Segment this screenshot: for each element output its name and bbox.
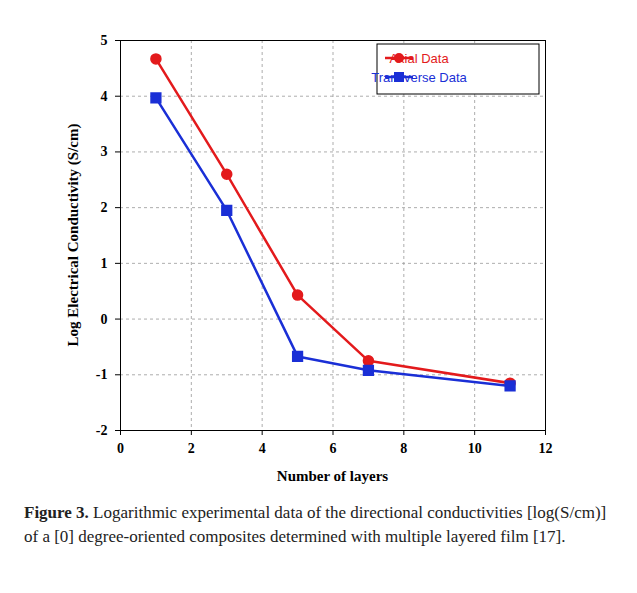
svg-text:Number of layers: Number of layers (277, 468, 389, 484)
svg-text:5: 5 (101, 33, 108, 48)
svg-text:2: 2 (101, 200, 108, 215)
svg-text:Log Electrical Conductivity (S: Log Electrical Conductivity (S/cm) (65, 124, 82, 347)
svg-text:8: 8 (400, 441, 407, 456)
svg-text:10: 10 (468, 441, 482, 456)
svg-text:6: 6 (330, 441, 337, 456)
svg-text:4: 4 (259, 441, 266, 456)
svg-text:0: 0 (101, 312, 108, 327)
svg-text:-1: -1 (96, 367, 108, 382)
svg-text:0: 0 (117, 441, 124, 456)
svg-text:4: 4 (101, 89, 108, 104)
html-text:Figure 3. Logarithmic experime: Figure 3. Logarithmic experimental data … (24, 503, 607, 546)
svg-text:Axial Data: Axial Data (389, 51, 449, 66)
svg-text:Transverse Data: Transverse Data (371, 70, 467, 85)
svg-text:12: 12 (539, 441, 553, 456)
svg-text:3: 3 (101, 144, 108, 159)
svg-text:-2: -2 (96, 423, 108, 438)
svg-text:1: 1 (101, 256, 108, 271)
svg-text:2: 2 (188, 441, 195, 456)
